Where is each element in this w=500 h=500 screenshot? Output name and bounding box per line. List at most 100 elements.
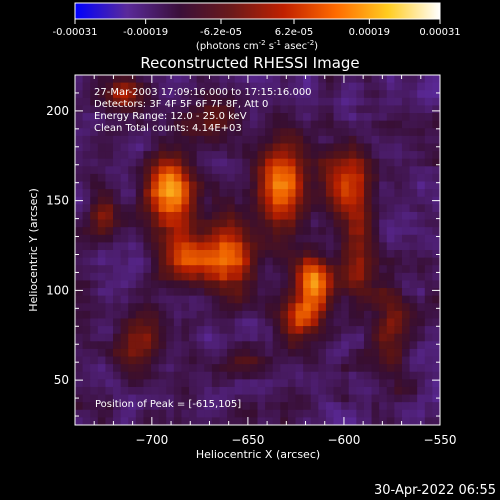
heatmap-cell	[173, 151, 183, 160]
heatmap-cell	[82, 303, 91, 312]
heatmap-cell	[196, 181, 205, 190]
heatmap-cell	[318, 409, 327, 418]
heatmap-cell	[135, 196, 145, 205]
heatmap-cell	[158, 120, 167, 129]
heatmap-cell	[310, 219, 319, 228]
heatmap-cell	[257, 295, 266, 304]
heatmap-cell	[363, 265, 373, 274]
heatmap-cell	[280, 386, 289, 396]
heatmap-cell	[409, 394, 418, 403]
heatmap-cell	[181, 288, 190, 297]
heatmap-cell	[196, 295, 205, 304]
heatmap-cell	[386, 409, 395, 418]
heatmap-cell	[227, 196, 236, 205]
heatmap-cell	[90, 409, 99, 418]
heatmap-cell	[166, 75, 175, 84]
heatmap-cell	[295, 75, 304, 84]
heatmap-cell	[303, 120, 312, 129]
heatmap-cell	[401, 379, 411, 388]
heatmap-cell	[158, 250, 167, 259]
heatmap-cell	[379, 204, 388, 213]
heatmap-cell	[151, 219, 160, 228]
heatmap-cell	[113, 265, 122, 274]
heatmap-cell	[242, 310, 251, 320]
heatmap-cell	[386, 326, 395, 335]
heatmap-cell	[424, 234, 433, 243]
heatmap-cell	[166, 341, 175, 350]
heatmap-cell	[82, 417, 91, 425]
heatmap-cell	[333, 371, 342, 380]
heatmap-cell	[287, 242, 297, 251]
heatmap-cell	[219, 341, 228, 350]
heatmap-cell	[128, 211, 137, 221]
heatmap-cell	[325, 348, 335, 358]
heatmap-cell	[75, 257, 84, 266]
heatmap-cell	[280, 242, 289, 251]
heatmap-cell	[341, 181, 350, 190]
heatmap-cell	[394, 310, 403, 320]
heatmap-cell	[158, 265, 167, 274]
heatmap-cell	[196, 173, 205, 183]
heatmap-cell	[363, 166, 373, 175]
heatmap-cell	[82, 341, 91, 350]
heatmap-cell	[128, 135, 137, 145]
heatmap-cell	[401, 151, 411, 160]
heatmap-cell	[280, 97, 289, 107]
heatmap-cell	[75, 409, 84, 418]
heatmap-cell	[82, 371, 91, 380]
heatmap-cell	[379, 90, 388, 99]
heatmap-cell	[341, 250, 350, 259]
heatmap-cell	[120, 75, 129, 84]
heatmap-cell	[257, 348, 266, 358]
heatmap-cell	[128, 120, 137, 129]
heatmap-cell	[417, 310, 426, 320]
heatmap-cell	[257, 90, 266, 99]
heatmap-cell	[295, 90, 304, 99]
heatmap-cell	[173, 402, 183, 411]
heatmap-cell	[120, 189, 129, 198]
heatmap-cell	[417, 250, 426, 259]
heatmap-cell	[97, 348, 107, 358]
heatmap-cell	[394, 341, 403, 350]
heatmap-cell	[341, 409, 350, 418]
heatmap-cell	[189, 158, 198, 167]
heatmap-cell	[143, 219, 152, 228]
heatmap-cell	[128, 181, 137, 190]
heatmap-cell	[189, 189, 198, 198]
heatmap-cell	[272, 265, 281, 274]
heatmap-cell	[82, 333, 91, 342]
heatmap-cell	[348, 234, 357, 243]
heatmap-cell	[386, 219, 395, 228]
heatmap-cell	[158, 211, 167, 221]
heatmap-cell	[128, 394, 137, 403]
heatmap-cell	[242, 82, 251, 91]
heatmap-cell	[219, 257, 228, 266]
heatmap-cell	[386, 295, 395, 304]
heatmap-cell	[424, 409, 433, 418]
heatmap-cell	[113, 181, 122, 190]
heatmap-cell	[113, 189, 122, 198]
heatmap-cell	[158, 333, 167, 342]
heatmap-cell	[371, 113, 380, 122]
heatmap-cell	[325, 379, 335, 388]
heatmap-cell	[401, 257, 411, 266]
heatmap-cell	[325, 75, 335, 84]
heatmap-cell	[120, 97, 129, 107]
heatmap-cell	[82, 326, 91, 335]
heatmap-cell	[143, 234, 152, 243]
heatmap-cell	[234, 326, 243, 335]
heatmap-cell	[173, 105, 183, 114]
heatmap-cell	[204, 204, 213, 213]
heatmap-cell	[303, 242, 312, 251]
heatmap-cell	[211, 105, 221, 114]
heatmap-cell	[97, 204, 107, 213]
heatmap-cell	[348, 90, 357, 99]
heatmap-cell	[318, 105, 327, 114]
heatmap-cell	[280, 326, 289, 335]
heatmap-cell	[303, 189, 312, 198]
heatmap-cell	[128, 272, 137, 282]
heatmap-cell	[287, 82, 297, 91]
heatmap-cell	[424, 143, 433, 152]
heatmap-cell	[113, 196, 122, 205]
heatmap-cell	[356, 143, 365, 152]
